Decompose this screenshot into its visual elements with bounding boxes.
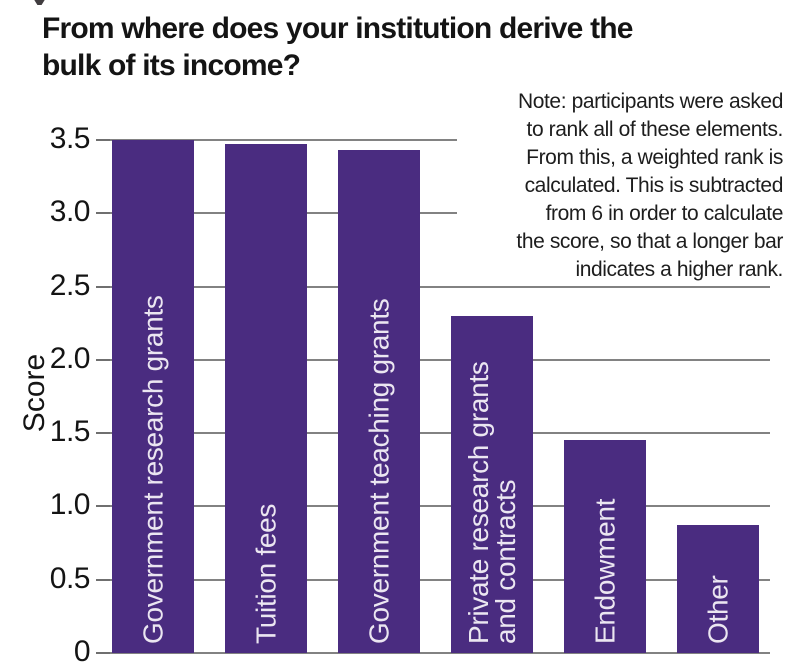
bar-1: Government research grants [112,140,194,653]
y-axis-tick [96,139,110,141]
bar-6: Other [677,525,759,653]
corner-crop-mark [34,0,45,5]
bar-label: Tuition fees [250,503,282,644]
y-axis-tick [96,359,110,361]
bar-5: Endowment [564,440,646,653]
bar-4: Private research grants and contracts [451,316,533,653]
y-tick-label: 1.5 [49,414,91,448]
y-tick-label: 0.5 [49,561,91,595]
y-axis-tick [96,579,110,581]
bar-label: Government teaching grants [363,298,395,644]
y-axis-tick [96,505,110,507]
y-tick-label: 1.0 [49,487,91,521]
bar-3: Government teaching grants [338,150,420,653]
y-tick-label: 0 [73,634,91,668]
gridline-2.0 [110,359,770,361]
y-tick-label: 3.0 [49,194,91,228]
y-axis-tick [96,432,110,434]
bar-label: Government research grants [137,295,169,644]
y-axis-tick [96,286,110,288]
gridline-3.5 [110,139,457,141]
y-tick-label: 2.0 [49,341,91,375]
gridline-0 [110,652,770,654]
bar-label: Endowment [589,498,621,644]
chart-note: Note: participants were asked to rank al… [516,90,783,281]
y-axis-tick [96,652,110,654]
gridline-0.5 [110,579,770,581]
gridline-2.5 [110,286,770,288]
bar-2: Tuition fees [225,144,307,653]
y-tick-label: 2.5 [49,268,91,302]
bar-label: Private research grants and contracts [463,361,521,644]
chart-title: From where does your institution derive … [42,10,634,84]
y-axis-tick [96,212,110,214]
chart-title-line1: From where does your institution derive … [42,12,634,45]
gridline-1.0 [110,505,770,507]
y-tick-label: 3.5 [49,121,91,155]
chart-title-line2: bulk of its income? [42,49,301,82]
bar-label: Other [702,575,734,644]
gridline-1.5 [110,432,770,434]
